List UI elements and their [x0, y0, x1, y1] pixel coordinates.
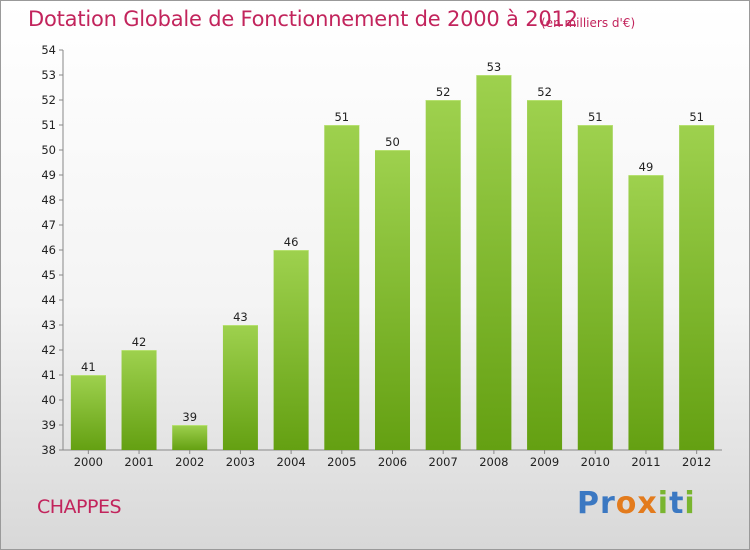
- x-tick-label: 2000: [74, 455, 103, 469]
- bar: [476, 75, 512, 450]
- y-tick-label: 53: [41, 68, 56, 82]
- chart-title: Dotation Globale de Fonctionnement de 20…: [28, 7, 578, 31]
- bar: [324, 125, 360, 450]
- x-tick-label: 2005: [327, 455, 356, 469]
- bars: [70, 75, 715, 450]
- brand-logo: Proxiti: [577, 486, 696, 521]
- commune-name: CHAPPES: [37, 496, 122, 518]
- bar: [527, 100, 563, 450]
- bar-value-label: 39: [182, 410, 197, 424]
- x-tick-label: 2001: [124, 455, 153, 469]
- bar: [121, 350, 157, 450]
- y-tick-label: 38: [41, 443, 56, 457]
- x-tick-label: 2011: [631, 455, 660, 469]
- x-tick-label: 2007: [429, 455, 458, 469]
- x-tick-label: 2003: [226, 455, 255, 469]
- labels: 41 2000 42 2001 39 2002 43 2003 46 2004 51 2005 50 20…: [74, 60, 712, 469]
- bar: [628, 175, 664, 450]
- bar-value-label: 49: [639, 160, 654, 174]
- bar-value-label: 41: [81, 360, 96, 374]
- bar: [679, 125, 715, 450]
- y-tick-label: 43: [41, 318, 56, 332]
- bar-value-label: 51: [588, 110, 603, 124]
- bar: [273, 250, 309, 450]
- y-tick-label: 39: [41, 418, 56, 432]
- y-tick-label: 51: [41, 118, 56, 132]
- y-tick-label: 52: [41, 93, 56, 107]
- bar: [172, 425, 208, 450]
- bar: [425, 100, 461, 450]
- x-tick-label: 2004: [276, 455, 305, 469]
- y-tick-label: 40: [41, 393, 56, 407]
- bar-value-label: 42: [132, 335, 147, 349]
- bar-value-label: 50: [385, 135, 400, 149]
- x-tick-label: 2008: [479, 455, 508, 469]
- bar-value-label: 51: [689, 110, 704, 124]
- bar: [70, 375, 106, 450]
- x-tick-label: 2002: [175, 455, 204, 469]
- bar: [375, 150, 410, 450]
- y-tick-label: 48: [41, 193, 56, 207]
- y-tick-label: 50: [41, 143, 56, 157]
- y-tick-label: 45: [41, 268, 56, 282]
- y-tick-label: 54: [41, 43, 56, 57]
- y-tick-label: 41: [41, 368, 56, 382]
- bar: [577, 125, 613, 450]
- bar-value-label: 53: [487, 60, 502, 74]
- bar-value-label: 46: [284, 235, 299, 249]
- bar-value-label: 43: [233, 310, 248, 324]
- x-tick-label: 2006: [378, 455, 407, 469]
- bar-value-label: 52: [436, 85, 451, 99]
- bar-value-label: 51: [334, 110, 349, 124]
- y-tick-label: 46: [41, 243, 56, 257]
- bar-value-label: 52: [537, 85, 552, 99]
- y-tick-label: 47: [41, 218, 56, 232]
- x-tick-label: 2009: [530, 455, 559, 469]
- y-tick-label: 44: [41, 293, 56, 307]
- x-tick-label: 2010: [581, 455, 610, 469]
- y-tick-label: 49: [41, 168, 56, 182]
- bar: [222, 325, 258, 450]
- x-tick-label: 2012: [682, 455, 711, 469]
- y-tick-label: 42: [41, 343, 56, 357]
- unit-label: (en milliers d'€): [541, 16, 636, 30]
